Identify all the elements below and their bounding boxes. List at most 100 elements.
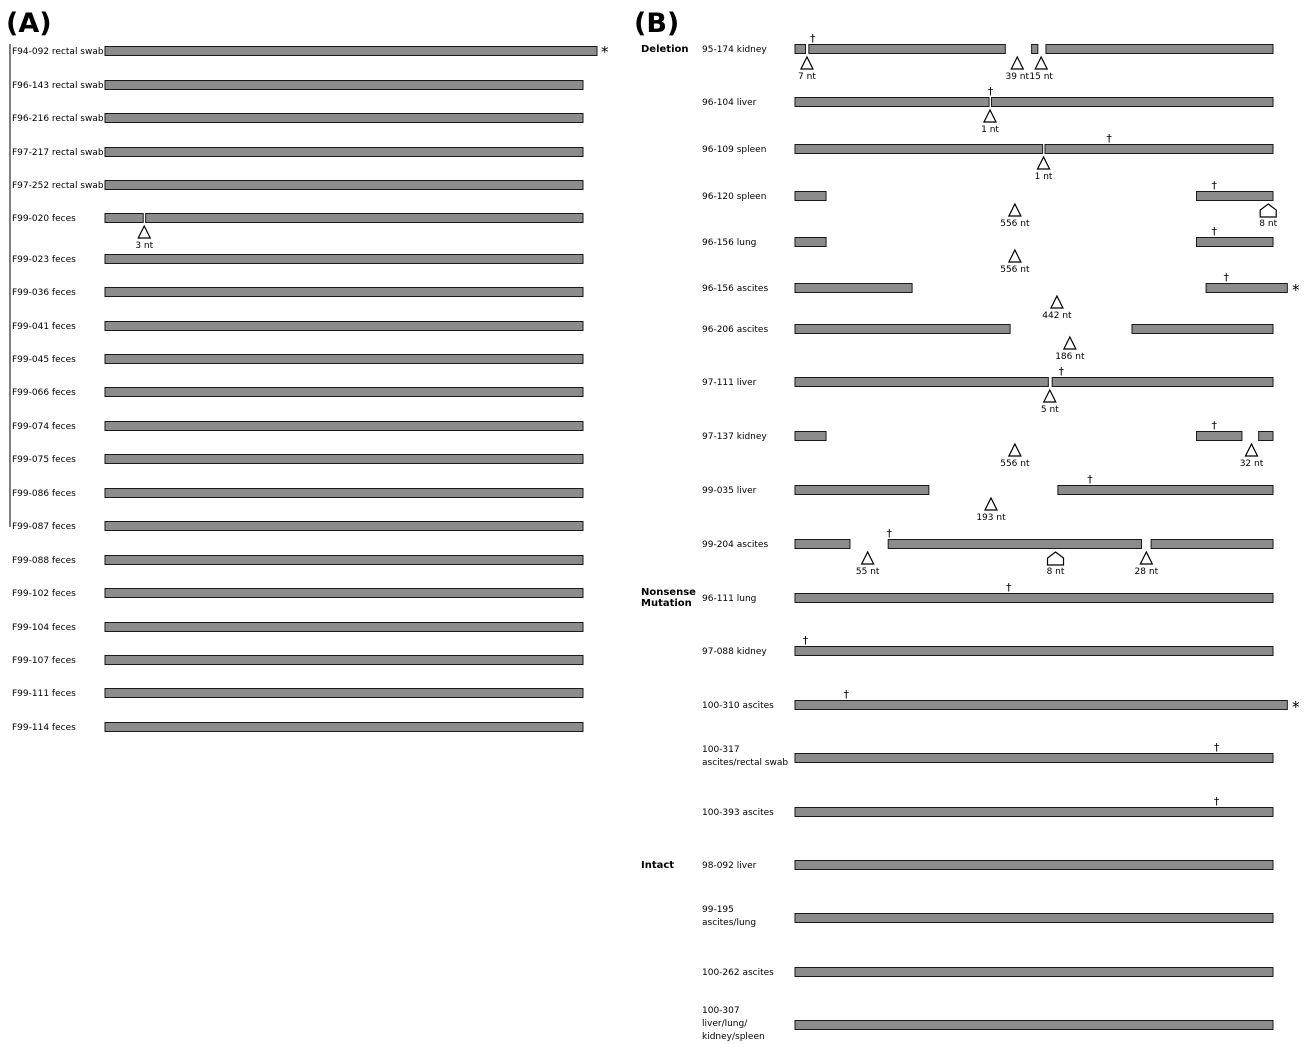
sample-label: F99-087 feces (12, 522, 76, 532)
sample-label: F99-023 feces (12, 255, 76, 265)
genome-segment (104, 354, 584, 364)
genome-segment (104, 147, 584, 157)
genome-segment (104, 622, 584, 632)
group-label: Deletion (641, 44, 689, 55)
genome-segment (808, 44, 1006, 54)
genome-segment (1031, 44, 1039, 54)
deletion-size-label: 556 nt (1000, 219, 1030, 229)
dagger-marker: † (1106, 132, 1112, 145)
sample-label: F99-086 feces (12, 489, 76, 499)
sample-label: 96-206 ascites (702, 325, 768, 335)
genome-segment (1196, 431, 1243, 441)
deletion-triangle (860, 550, 875, 565)
genome-segment (794, 700, 1288, 710)
sample-label: liver/lung/ (702, 1019, 748, 1029)
dagger-marker: † (1212, 225, 1218, 238)
genome-segment (794, 237, 827, 247)
sample-label: F99-041 feces (12, 322, 76, 332)
sample-label: F99-036 feces (12, 288, 76, 298)
genome-segment (794, 807, 1274, 817)
sample-label: F99-066 feces (12, 388, 76, 398)
group-label: Nonsense (641, 587, 696, 598)
deletion-size-label: 28 nt (1135, 567, 1159, 577)
dagger-marker: † (1212, 179, 1218, 192)
genome-segment (794, 44, 807, 54)
dagger-marker: † (1006, 581, 1012, 594)
genome-segment (104, 655, 584, 665)
dagger-marker: † (886, 527, 892, 540)
genome-segment (794, 191, 827, 201)
deletion-triangle (799, 55, 814, 70)
genome-segment (104, 213, 144, 223)
genome-segment (104, 254, 584, 264)
sample-label: 100-317 (702, 745, 740, 755)
sample-label: F97-217 rectal swab (12, 148, 104, 158)
deletion-size-label: 32 nt (1240, 459, 1264, 469)
sample-label: F96-143 rectal swab (12, 81, 104, 91)
genome-segment (794, 431, 827, 441)
genome-segment (104, 287, 584, 297)
sample-label: F99-102 feces (12, 589, 76, 599)
star-marker: * (1292, 281, 1300, 299)
dagger-marker: † (988, 85, 994, 98)
sample-label: F97-252 rectal swab (12, 181, 104, 191)
deletion-size-label: 3 nt (135, 241, 153, 251)
sample-label: 96-111 lung (702, 594, 756, 604)
genome-segment (794, 646, 1274, 656)
sample-label: F99-088 feces (12, 556, 76, 566)
deletion-size-label: 1 nt (1035, 172, 1053, 182)
sample-label: 100-310 ascites (702, 701, 774, 711)
deletion-size-label: 5 nt (1041, 405, 1059, 415)
dagger-marker: † (1059, 365, 1065, 378)
genome-segment (104, 688, 584, 698)
genome-segment (794, 283, 913, 293)
sample-label: 96-120 spleen (702, 192, 766, 202)
dagger-marker: † (1223, 271, 1229, 284)
deletion-size-label: 39 nt (1005, 72, 1029, 82)
genome-segment (145, 213, 584, 223)
sample-label: kidney/spleen (702, 1032, 765, 1042)
sample-label: 95-174 kidney (702, 45, 767, 55)
sample-label: 96-156 ascites (702, 284, 768, 294)
sample-label: 99-035 liver (702, 486, 757, 496)
deletion-triangle (1034, 55, 1049, 70)
star-marker: * (601, 43, 609, 61)
genome-segment (887, 539, 1143, 549)
deletion-size-label: 442 nt (1042, 311, 1072, 321)
genome-segment (794, 97, 990, 107)
genome-segment (794, 324, 1011, 334)
sample-label: F94-092 rectal swab (12, 47, 104, 57)
deletion-size-label: 186 nt (1055, 352, 1085, 362)
deletion-size-label: 1 nt (981, 125, 999, 135)
genome-segment (104, 555, 584, 565)
deletion-size-label: 15 nt (1029, 72, 1053, 82)
genome-segment (1258, 431, 1274, 441)
deletion-triangle (1007, 442, 1022, 457)
genome-segment (104, 454, 584, 464)
genome-segment (104, 722, 584, 732)
genome-segment (794, 967, 1274, 977)
sample-label: F99-114 feces (12, 723, 76, 733)
genome-segment (794, 860, 1274, 870)
sample-label: 99-204 ascites (702, 540, 768, 550)
dagger-marker: † (1214, 741, 1220, 754)
genome-segment (104, 387, 584, 397)
star-marker: * (1292, 698, 1300, 716)
deletion-size-label: 8 nt (1259, 219, 1277, 229)
sample-label: F99-045 feces (12, 355, 76, 365)
sample-label: 96-109 spleen (702, 145, 766, 155)
deletion-size-label: 193 nt (976, 513, 1006, 523)
panel-a: (A) F94-092 rectal swab * F96-143 rectal s… (6, 8, 609, 733)
panel-b-label: (B) (634, 8, 679, 39)
sample-label: F99-111 feces (12, 689, 76, 699)
sample-label: 100-307 (702, 1006, 740, 1016)
genome-segment (794, 913, 1274, 923)
sample-label: 96-156 lung (702, 238, 756, 248)
group-label: Mutation (641, 598, 692, 609)
sample-label: 98-092 liver (702, 861, 757, 871)
deletion-triangle (1049, 294, 1064, 309)
sample-label: 97-111 liver (702, 378, 757, 388)
deletion-triangle (984, 496, 998, 511)
